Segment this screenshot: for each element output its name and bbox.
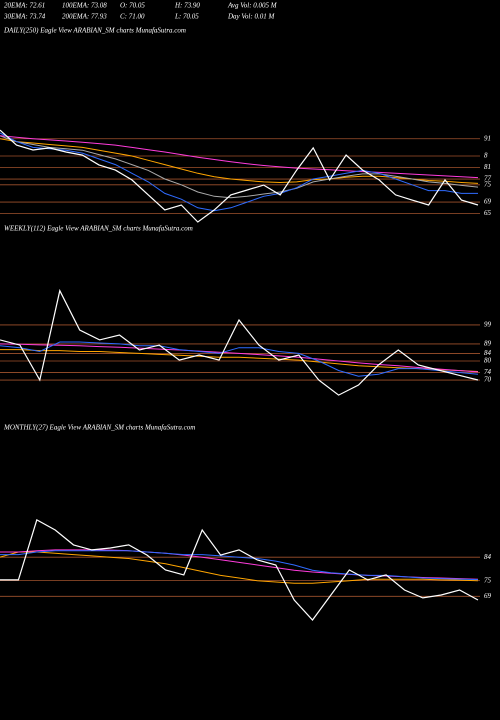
panel-title: MONTHLY(27) Eagle View ARABIAN_SM charts… [3,424,195,432]
y-tick-label: 75 [484,576,492,584]
y-tick-label: 69 [484,592,492,600]
header-stat: 30EMA: 73.74 [3,13,46,21]
series-line [0,341,479,377]
series-line [0,551,479,584]
y-tick-label: 91 [484,134,491,142]
panel-title: DAILY(250) Eagle View ARABIAN_SM charts … [3,27,186,35]
y-tick-label: 84 [484,553,492,561]
y-tick-label: 8 [484,152,488,160]
header-stat: Avg Vol: 0.005 M [227,2,278,10]
header-stat: 100EMA: 73.08 [62,2,107,10]
series-line [0,349,479,372]
header-stat: Day Vol: 0.01 M [227,13,275,21]
series-line [0,132,478,212]
y-tick-label: 74 [484,368,492,376]
y-tick-label: 77 [484,175,492,183]
y-tick-label: 89 [484,340,492,348]
series-line [0,135,479,179]
y-tick-label: 65 [484,209,492,217]
y-tick-label: 99 [484,321,492,329]
panel-title: WEEKLY(112) Eagle View ARABIAN_SM charts… [4,225,193,233]
y-tick-label: 75 [484,180,492,188]
series-line [0,288,479,396]
series-line [0,135,479,199]
y-tick-label: 81 [484,163,491,171]
series-line [0,519,479,621]
header-stat: O: 70.05 [120,2,145,10]
header-stat: L: 70.05 [174,13,199,21]
series-line [0,129,479,223]
series-line [0,138,479,184]
series-line [0,343,479,373]
header-stat: C: 71.00 [120,13,145,21]
y-tick-label: 84 [484,349,492,357]
header-stat: 20EMA: 72.61 [4,2,45,10]
y-tick-label: 80 [484,357,492,365]
y-tick-label: 69 [484,198,492,206]
header-stat: 200EMA: 77.93 [62,13,107,21]
y-tick-label: 70 [484,376,492,384]
header-stat: H: 73.90 [174,2,200,10]
series-line [0,550,479,581]
